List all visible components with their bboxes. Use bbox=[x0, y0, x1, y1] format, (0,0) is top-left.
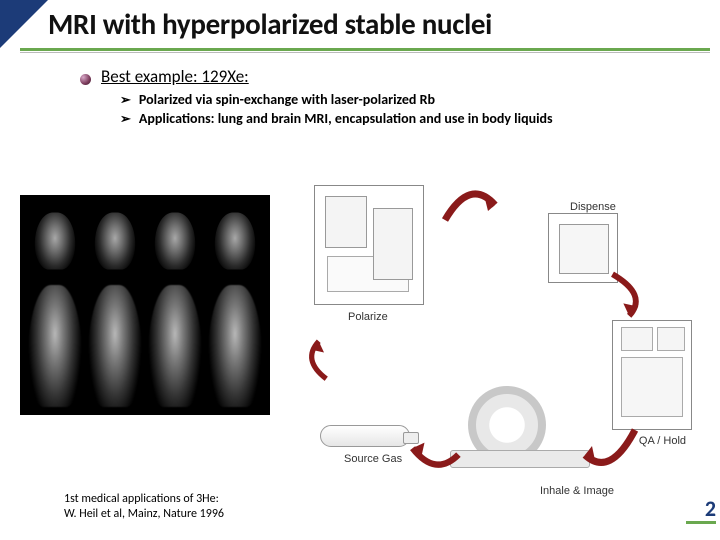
diagram-label-source: Source Gas bbox=[344, 453, 402, 465]
mri-scanner-icon bbox=[450, 380, 590, 480]
qa-hold-station-icon bbox=[612, 320, 692, 430]
lung-thumbnail bbox=[95, 213, 136, 270]
cycle-arrow-icon bbox=[300, 330, 345, 390]
sub-bullet-item: ➢ Applications: lung and brain MRI, enca… bbox=[120, 110, 700, 129]
diagram-label-dispense: Dispense bbox=[570, 201, 616, 213]
cycle-arrow-icon bbox=[440, 175, 500, 235]
lung-thumbnail bbox=[155, 213, 196, 270]
lung-thumbnail bbox=[208, 285, 262, 407]
arrow-bullet-icon: ➢ bbox=[120, 91, 131, 109]
sub-bullet-text: Polarized via spin-exchange with laser-p… bbox=[139, 91, 435, 110]
figure-area: Polarize Dispense QA / Hold Inhale & Ima… bbox=[0, 165, 720, 540]
process-cycle-diagram: Polarize Dispense QA / Hold Inhale & Ima… bbox=[290, 165, 700, 505]
lung-thumbnail bbox=[215, 213, 256, 270]
sub-bullet-list: ➢ Polarized via spin-exchange with laser… bbox=[120, 91, 700, 129]
polarizer-machine-icon bbox=[314, 185, 424, 305]
mri-lung-images bbox=[20, 195, 270, 415]
cycle-arrow-icon bbox=[580, 420, 640, 480]
diagram-label-inhale: Inhale & Image bbox=[540, 485, 614, 497]
diagram-label-qa: QA / Hold bbox=[639, 435, 686, 447]
source-gas-cylinder-icon bbox=[320, 425, 410, 447]
caption-line: W. Heil et al, Mainz, Nature 1996 bbox=[64, 507, 224, 522]
slide-title: MRI with hyperpolarized stable nuclei bbox=[48, 6, 708, 42]
arrow-bullet-icon: ➢ bbox=[120, 110, 131, 128]
caption-line: 1st medical applications of 3He: bbox=[64, 492, 224, 507]
sub-bullet-text: Applications: lung and brain MRI, encaps… bbox=[139, 110, 553, 129]
sub-bullet-item: ➢ Polarized via spin-exchange with laser… bbox=[120, 91, 700, 110]
cycle-arrow-icon bbox=[408, 420, 463, 480]
logo-fragment: 2 bbox=[705, 495, 716, 522]
lung-thumbnail bbox=[148, 285, 202, 407]
logo-underline bbox=[686, 521, 716, 524]
citation-caption: 1st medical applications of 3He: W. Heil… bbox=[64, 492, 224, 522]
lung-thumbnail bbox=[28, 285, 82, 407]
content-area: Best example: 129Xe: ➢ Polarized via spi… bbox=[80, 66, 700, 129]
lung-thumbnail bbox=[35, 213, 76, 270]
lung-thumbnail bbox=[88, 285, 142, 407]
corner-accent bbox=[0, 0, 48, 48]
diagram-label-polarize: Polarize bbox=[348, 311, 388, 323]
bullet-text: Best example: 129Xe: bbox=[101, 66, 249, 87]
cycle-arrow-icon bbox=[600, 265, 650, 325]
main-bullet: Best example: 129Xe: bbox=[80, 66, 700, 87]
sphere-bullet-icon bbox=[80, 74, 91, 85]
